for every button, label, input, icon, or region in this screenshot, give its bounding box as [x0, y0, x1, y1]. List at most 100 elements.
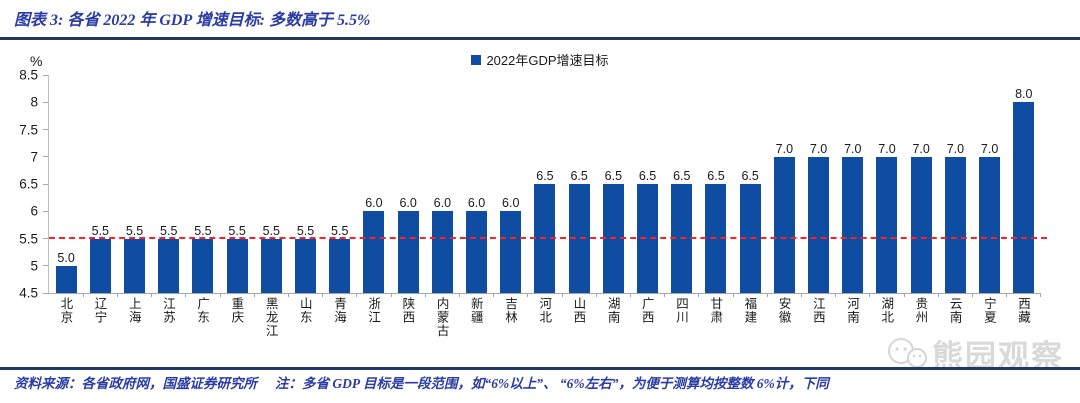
- x-axis-tick: [664, 293, 666, 297]
- x-axis-tick: [219, 293, 221, 297]
- source-text: 资料来源：各省政府网，国盛证券研究所: [14, 376, 257, 391]
- bar-column: 6.0: [459, 75, 495, 297]
- bar-column: 5.5: [117, 75, 153, 297]
- x-axis-label: 四川: [674, 297, 688, 324]
- y-axis-tick-mark: [43, 156, 48, 158]
- source-note: 资料来源：各省政府网，国盛证券研究所 注：多省 GDP 目标是一段范围，如“6%以…: [14, 372, 1070, 392]
- y-axis-tick-mark: [43, 210, 48, 212]
- bar-column: 5.5: [220, 75, 255, 297]
- chart-legend: 2022年GDP增速目标: [0, 50, 1080, 69]
- y-axis-tick-mark: [43, 101, 48, 103]
- bar-value-label: 7.0: [878, 141, 896, 156]
- x-label-cell: 四川: [664, 297, 698, 338]
- y-axis-tick-label: 5: [30, 258, 38, 274]
- x-axis-label: 陕西: [400, 297, 415, 324]
- bar: [944, 156, 966, 293]
- x-label-cell: 广西: [629, 297, 663, 338]
- y-axis-tick-mark: [43, 238, 48, 239]
- bar-value-label: 5.5: [125, 223, 144, 238]
- bar-column: 6.0: [391, 75, 426, 297]
- y-axis-tick-label: 6.5: [19, 176, 38, 192]
- bar-column: 6.5: [665, 75, 700, 297]
- bar: [89, 238, 111, 293]
- x-axis-tick: [800, 293, 802, 297]
- bar-column: 7.0: [938, 75, 973, 297]
- x-axis-label: 江苏: [160, 297, 175, 324]
- bar: [979, 156, 1001, 293]
- x-axis-label: 重庆: [229, 297, 244, 324]
- bar-value-label: 6.5: [536, 169, 554, 183]
- bar-column: 6.5: [528, 75, 563, 297]
- x-axis-label: 河北: [537, 297, 552, 324]
- y-axis-unit-label: %: [30, 53, 43, 69]
- y-axis-tick-mark: [43, 183, 48, 185]
- bottom-divider: [0, 367, 1080, 370]
- bar-value-label: 7.0: [980, 141, 999, 156]
- bar-column: 6.5: [699, 75, 734, 297]
- x-axis-tick: [835, 293, 837, 297]
- y-axis-tick-label: 8: [30, 94, 38, 110]
- bar-column: 8.0: [1007, 75, 1042, 297]
- bar-value-label: 5.5: [160, 223, 178, 238]
- bar-value-label: 7.0: [912, 141, 930, 156]
- x-axis-label: 吉林: [502, 297, 517, 324]
- bar-value-label: 6.5: [673, 169, 691, 183]
- bar: [637, 184, 659, 293]
- x-axis-tick: [356, 293, 358, 297]
- x-axis-tick: [629, 293, 631, 297]
- x-axis-tick: [253, 293, 255, 297]
- x-axis-tick: [595, 293, 597, 297]
- x-axis-tick: [732, 293, 734, 297]
- x-axis-label: 宁夏: [981, 297, 996, 324]
- bar: [534, 184, 556, 293]
- bar-column: 7.0: [801, 75, 837, 297]
- x-axis-label: 西藏: [1016, 297, 1031, 324]
- x-axis-label: 内蒙古: [434, 297, 449, 338]
- bar-column: 6.0: [357, 75, 392, 297]
- bar-column: 7.0: [836, 75, 871, 297]
- y-axis-tick-mark: [43, 265, 48, 267]
- x-axis-tick: [1040, 293, 1042, 297]
- y-axis-tick-label: 5.5: [19, 231, 38, 246]
- bar-column: 6.5: [733, 75, 768, 297]
- y-axis-tick-label: 7: [30, 149, 38, 165]
- y-axis-tick-label: 6: [30, 203, 38, 219]
- legend-label: 2022年GDP增速目标: [486, 53, 609, 68]
- y-axis-tick-label: 8.5: [19, 67, 38, 83]
- x-label-cell: 湖南: [595, 297, 629, 338]
- x-label-cell: 云南: [937, 297, 971, 338]
- x-label-cell: 西藏: [1006, 297, 1040, 338]
- bar-column: 6.0: [425, 75, 460, 297]
- x-axis-label: 山西: [571, 297, 586, 324]
- x-label-cell: 陕西: [390, 297, 424, 338]
- x-axis-label: 江西: [810, 297, 825, 324]
- x-axis-label: 甘肃: [708, 297, 723, 324]
- x-label-cell: 安徽: [766, 297, 800, 338]
- bar: [808, 156, 830, 293]
- bar-value-label: 6.0: [467, 196, 486, 211]
- x-axis-label: 北京: [58, 297, 73, 324]
- bar: [329, 238, 351, 293]
- bar-value-label: 6.5: [570, 169, 588, 183]
- bar-column: 7.0: [870, 75, 905, 297]
- bar: [397, 211, 419, 293]
- x-axis-label: 辽宁: [92, 297, 107, 324]
- bar-value-label: 6.0: [433, 196, 452, 211]
- bar-value-label: 5.5: [262, 223, 281, 238]
- x-axis-tick: [82, 293, 84, 297]
- x-axis-tick: [322, 293, 324, 297]
- x-label-cell: 江苏: [151, 297, 185, 338]
- y-axis-tick-label: 7.5: [19, 122, 38, 137]
- bar-column: 6.5: [562, 75, 597, 297]
- x-label-cell: 黑龙江: [253, 297, 287, 338]
- top-divider: [0, 37, 1080, 40]
- x-axis-tick: [151, 293, 153, 297]
- x-axis-tick: [493, 293, 495, 297]
- x-label-cell: 河南: [835, 297, 869, 338]
- x-axis-tick: [116, 293, 118, 297]
- bars-row: 5.0 5.5 5.5 5.5 5.5 5.5 5.5 5.5 5.5 6.0 6.0 6.0 6.0 6…: [49, 75, 1042, 297]
- x-axis-tick: [561, 293, 563, 297]
- bar: [500, 211, 522, 293]
- x-axis-tick: [937, 293, 939, 297]
